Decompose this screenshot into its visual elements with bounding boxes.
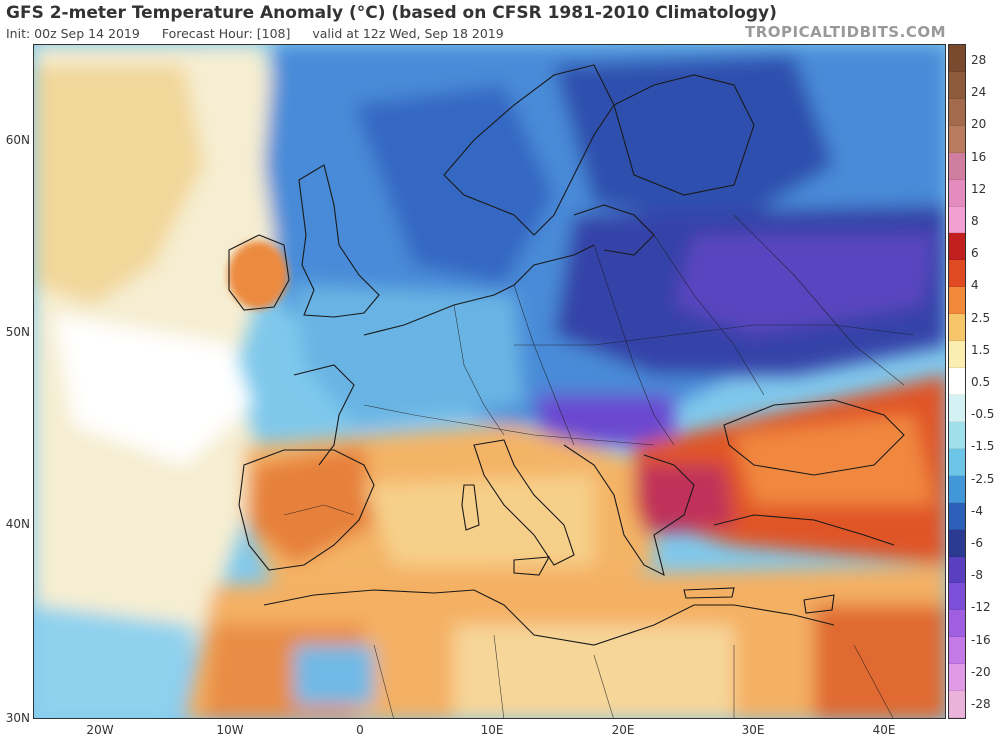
colorbar-cell <box>949 152 965 180</box>
colorbar-label: -20 <box>971 664 991 679</box>
colorbar-cell <box>949 314 965 342</box>
colorbar-cell <box>949 583 965 611</box>
colorbar-label: -28 <box>971 697 991 711</box>
colorbar-cell <box>949 394 965 422</box>
colorbar <box>948 44 966 719</box>
map-title: GFS 2-meter Temperature Anomaly (°C) (ba… <box>6 3 777 23</box>
map-canvas <box>34 45 945 718</box>
colorbar-label: 12 <box>971 181 987 196</box>
lon-label-10w: 10W <box>216 723 244 737</box>
colorbar-cell <box>949 125 965 153</box>
colorbar-cell <box>949 475 965 503</box>
colorbar-cell <box>949 529 965 557</box>
colorbar-cell <box>949 664 965 692</box>
scandinavia-cold-region <box>554 55 834 225</box>
atlantic-neutral-region <box>54 315 254 465</box>
iberia-warm-region <box>249 445 374 565</box>
colorbar-label: 20 <box>971 117 987 132</box>
colorbar-cell <box>949 45 965 72</box>
atlantic-warm-region <box>34 65 204 305</box>
colorbar-label: 28 <box>971 53 987 67</box>
colorbar-label: -4 <box>971 503 983 518</box>
country-borders <box>283 214 915 718</box>
colorbar-cell <box>949 179 965 207</box>
colorbar-cell <box>949 448 965 476</box>
colorbar-cell <box>949 233 965 261</box>
colorbar-cell <box>949 610 965 638</box>
coastlines <box>228 64 905 646</box>
colorbar-cell <box>949 691 965 719</box>
lon-label-10e: 10E <box>480 723 504 737</box>
colorbar-label: -2.5 <box>971 471 995 486</box>
map-subtitle: Init: 00z Sep 14 2019 Forecast Hour: [10… <box>6 26 522 41</box>
colorbar-label: 0.5 <box>971 375 991 389</box>
colorbar-cell <box>949 287 965 315</box>
init-time: Init: 00z Sep 14 2019 <box>6 26 140 41</box>
lon-label-0: 0 <box>356 723 364 737</box>
lat-label-60n: 60N <box>5 133 30 147</box>
colorbar-label: 16 <box>971 149 987 164</box>
colorbar-label: 2.5 <box>971 310 991 325</box>
lon-label-20w: 20W <box>86 723 114 737</box>
colorbar-label: 6 <box>971 246 979 261</box>
colorbar-label: 1.5 <box>971 342 991 357</box>
colorbar-cell <box>949 71 965 99</box>
anomaly-map[interactable] <box>33 44 946 719</box>
colorbar-cell <box>949 341 965 369</box>
forecast-hour: Forecast Hour: [108] <box>161 26 291 41</box>
colorbar-cell <box>949 260 965 288</box>
colorbar-cell <box>949 556 965 584</box>
lat-label-40n: 40N <box>5 517 30 531</box>
colorbar-label: 4 <box>971 278 979 293</box>
colorbar-cell <box>949 421 965 449</box>
colorbar-label: -12 <box>971 600 991 615</box>
colorbar-cell <box>949 637 965 665</box>
colorbar-cell <box>949 98 965 126</box>
colorbar-label: 8 <box>971 214 979 228</box>
colorbar-label: 24 <box>971 85 987 100</box>
colorbar-label: -6 <box>971 536 983 550</box>
colorbar-label: -8 <box>971 568 983 583</box>
colorbar-label: -16 <box>971 632 991 647</box>
lon-label-20e: 20E <box>611 723 635 737</box>
colorbar-cell <box>949 502 965 530</box>
lat-label-30n: 30N <box>5 711 30 725</box>
lon-label-40e: 40E <box>872 723 896 737</box>
valid-time: valid at 12z Wed, Sep 18 2019 <box>312 26 504 41</box>
colorbar-cell <box>949 368 965 395</box>
colorbar-label: -0.5 <box>971 407 995 422</box>
colorbar-label: -1.5 <box>971 439 995 454</box>
colorbar-cell <box>949 206 965 234</box>
ireland-warm-spot <box>228 241 288 309</box>
lat-label-50n: 50N <box>5 325 30 339</box>
greece-hot-region <box>634 465 734 535</box>
site-credit: TROPICALTIDBITS.COM <box>745 23 946 41</box>
lon-label-30e: 30E <box>741 723 765 737</box>
